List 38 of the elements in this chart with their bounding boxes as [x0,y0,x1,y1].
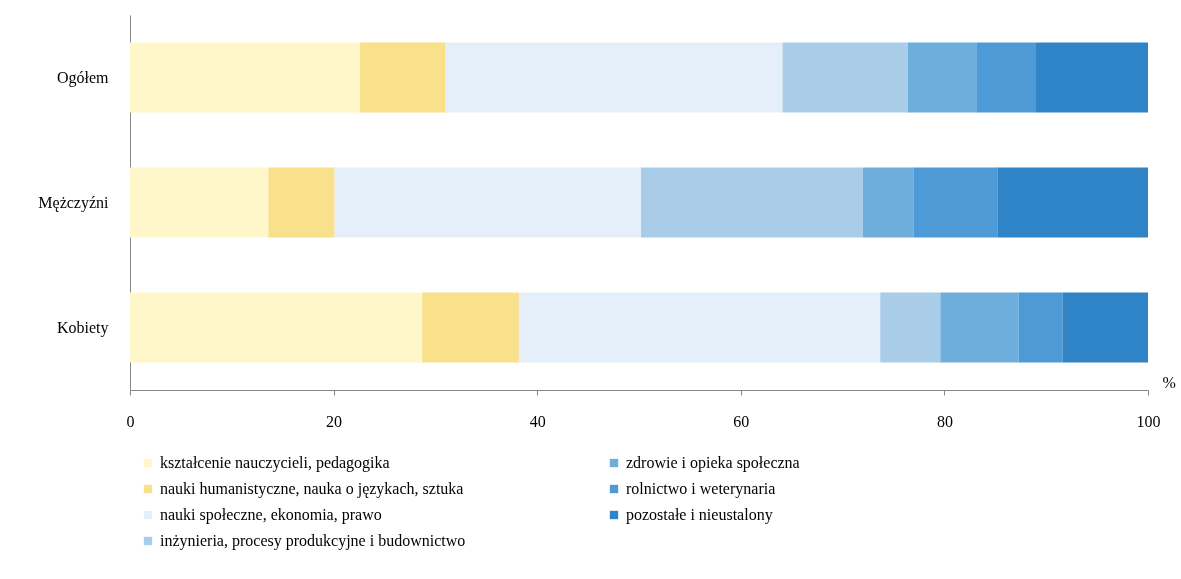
bar [130,167,269,238]
bar [1018,292,1063,363]
bar [782,42,908,113]
bar [976,42,1037,113]
bar [130,42,361,113]
bar [360,42,446,113]
legend-label: nauki humanistyczne, nauka o językach, sztuka [160,480,464,498]
bar [445,42,783,113]
x-tick-label: 0 [126,412,135,430]
bar [641,167,863,238]
bar [334,167,642,238]
legend-label: nauki społeczne, ekonomia, prawo [160,506,382,524]
legend-label: zdrowie i opieka społeczna [626,454,800,472]
y-tick-label: Kobiety [56,318,109,337]
bar [130,292,423,363]
legend-label: pozostałe i nieustalony [626,506,773,524]
legend-label: kształcenie nauczycieli, pedagogika [160,454,390,472]
legend-label: rolnictwo i weterynaria [626,480,776,498]
bar [880,292,941,363]
legend-label: inżynieria, procesy produkcyjne i budownictwo [160,532,466,550]
bar [1036,42,1148,113]
bar [862,167,914,238]
x-axis-title: % [1162,373,1176,391]
bar [940,292,1019,363]
bar [1062,292,1148,363]
bar [518,292,881,363]
bar [422,292,519,363]
x-tick-label: 20 [326,412,343,430]
x-tick-label: 60 [733,412,750,430]
y-tick-label: Mężczyźni [38,193,110,212]
bar [913,167,998,238]
x-tick-label: 80 [936,412,953,430]
x-tick-label: 40 [529,412,546,430]
x-tick-label: 100 [1136,412,1161,430]
y-tick-label: Ogółem [56,68,110,87]
bar [268,167,335,238]
bar [997,167,1148,238]
bar [907,42,977,113]
